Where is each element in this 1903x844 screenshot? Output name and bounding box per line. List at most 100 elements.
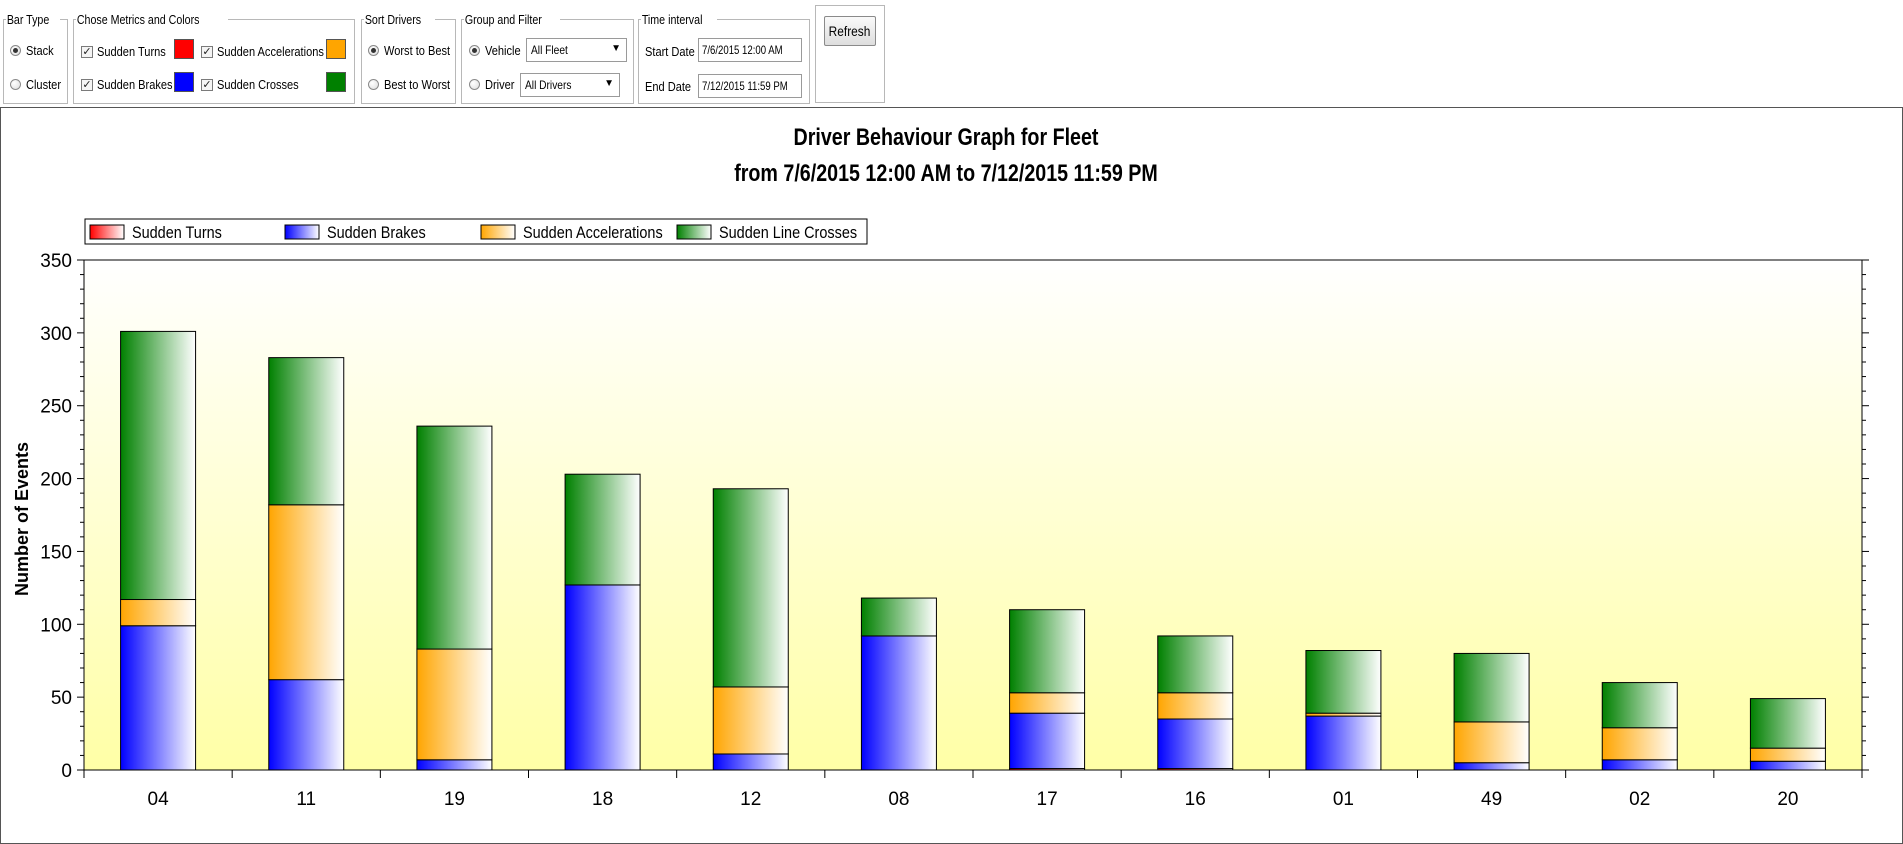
bar-segment-sudden-line-crosses-01[interactable] (1305, 650, 1382, 714)
worst-to-best-radio[interactable] (368, 45, 379, 56)
bar-segment-sudden-accelerations-04[interactable] (120, 599, 197, 627)
y-axis-label: Number of Events (12, 442, 32, 596)
group-vehicle-option[interactable]: Vehicle (469, 43, 527, 58)
bar-segment-sudden-brakes-20[interactable] (1749, 760, 1826, 771)
bar-segment-sudden-line-crosses-08[interactable] (860, 597, 937, 637)
bar-segment-sudden-line-crosses-16[interactable] (1157, 635, 1234, 694)
bar-segment-sudden-line-crosses-18[interactable] (564, 473, 641, 586)
bar-type-cluster-option[interactable]: Cluster (10, 77, 67, 92)
refresh-label: Refresh (829, 23, 871, 39)
start-date-label: Start Date (645, 44, 704, 59)
y-tick-label: 150 (40, 542, 72, 563)
chevron-down-icon: ▼ (604, 78, 614, 89)
y-tick-label: 100 (40, 615, 72, 636)
y-tick-label: 50 (51, 688, 72, 709)
legend-label-sudden-line-crosses: Sudden Line Crosses (719, 224, 857, 242)
worst-to-best-label: Worst to Best (384, 43, 451, 58)
start-date-label-text: Start Date (645, 44, 695, 59)
group-driver-option[interactable]: Driver (469, 77, 520, 92)
bar-segment-sudden-brakes-49[interactable] (1453, 762, 1530, 771)
bar-segment-sudden-line-crosses-11[interactable] (268, 357, 345, 506)
legend-swatch-sudden-turns (89, 224, 125, 240)
sudden-brakes-color-swatch[interactable] (174, 72, 194, 92)
bar-segment-sudden-line-crosses-02[interactable] (1601, 682, 1678, 729)
best-to-worst-radio[interactable] (368, 79, 379, 90)
bar-segment-sudden-accelerations-12[interactable] (712, 686, 789, 755)
time-interval-legend: Time interval (641, 12, 703, 27)
sudden-brakes-checkbox[interactable]: ✓ (81, 78, 93, 91)
driver-behaviour-chart: Driver Behaviour Graph for Fleet from 7/… (12, 123, 1869, 810)
driver-select[interactable]: All Drivers ▼ (520, 73, 620, 97)
y-tick-label: 300 (40, 324, 72, 345)
start-date-input[interactable]: 7/6/2015 12:00 AM (698, 38, 802, 62)
x-tick-label: 02 (1629, 789, 1650, 810)
vehicle-select[interactable]: All Fleet ▼ (526, 38, 627, 62)
bar-segment-sudden-line-crosses-19[interactable] (416, 425, 493, 650)
vehicle-label: Vehicle (485, 43, 521, 58)
x-tick-label: 08 (888, 789, 909, 810)
bar-segment-sudden-brakes-04[interactable] (120, 625, 197, 771)
sudden-accelerations-color-swatch[interactable] (326, 39, 346, 59)
vehicle-radio[interactable] (469, 45, 480, 56)
sudden-brakes-label: Sudden Brakes (97, 77, 173, 92)
legend-swatch-sudden-brakes (284, 224, 320, 240)
chevron-down-icon: ▼ (611, 43, 621, 54)
end-date-input[interactable]: 7/12/2015 11:59 PM (698, 74, 802, 98)
start-date-value: 7/6/2015 12:00 AM (702, 43, 783, 57)
end-date-label-text: End Date (645, 79, 692, 94)
metric-sudden-crosses[interactable]: ✓ Sudden Crosses (201, 77, 313, 92)
bar-segment-sudden-brakes-18[interactable] (564, 584, 641, 771)
metric-sudden-brakes[interactable]: ✓ Sudden Brakes (81, 77, 186, 92)
bar-segment-sudden-line-crosses-49[interactable] (1453, 652, 1530, 723)
bar-segment-sudden-brakes-16[interactable] (1157, 718, 1234, 770)
bar-segment-sudden-brakes-02[interactable] (1601, 759, 1678, 771)
end-date-label: End Date (645, 79, 699, 94)
legend-label-sudden-turns: Sudden Turns (132, 224, 222, 242)
legend-swatch-sudden-accelerations (480, 224, 516, 240)
sudden-accelerations-checkbox[interactable]: ✓ (201, 45, 213, 58)
bar-segment-sudden-accelerations-19[interactable] (416, 648, 493, 761)
bar-type-stack-option[interactable]: Stack (10, 43, 59, 58)
sort-worst-to-best-option[interactable]: Worst to Best (368, 43, 462, 58)
bar-segment-sudden-line-crosses-12[interactable] (712, 488, 789, 688)
bar-segment-sudden-accelerations-17[interactable] (1009, 692, 1086, 714)
cluster-radio[interactable] (10, 79, 21, 90)
bar-segment-sudden-brakes-17[interactable] (1009, 712, 1086, 770)
x-tick-label: 01 (1333, 789, 1354, 810)
driver-label: Driver (485, 77, 515, 92)
refresh-button[interactable]: Refresh (824, 16, 876, 46)
bar-segment-sudden-accelerations-02[interactable] (1601, 727, 1678, 761)
driver-radio[interactable] (469, 79, 480, 90)
bar-segment-sudden-accelerations-49[interactable] (1453, 721, 1530, 764)
sudden-crosses-checkbox[interactable]: ✓ (201, 78, 213, 91)
bar-segment-sudden-accelerations-11[interactable] (268, 504, 345, 681)
end-date-value: 7/12/2015 11:59 PM (702, 79, 788, 93)
cluster-label: Cluster (26, 77, 62, 92)
x-tick-label: 11 (296, 789, 316, 810)
y-tick-label: 250 (40, 397, 72, 418)
bar-segment-sudden-brakes-11[interactable] (268, 679, 345, 771)
sudden-turns-color-swatch[interactable] (174, 39, 194, 59)
control-toolbar: Bar Type Stack Cluster Chose Metrics and… (0, 0, 1903, 104)
legend-swatch-sudden-line-crosses (676, 224, 712, 240)
bar-segment-sudden-line-crosses-20[interactable] (1749, 698, 1826, 749)
bar-segment-sudden-brakes-01[interactable] (1305, 715, 1382, 771)
metric-sudden-accelerations[interactable]: ✓ Sudden Accelerations (201, 44, 343, 59)
metric-sudden-turns[interactable]: ✓ Sudden Turns (81, 44, 178, 59)
sudden-turns-checkbox[interactable]: ✓ (81, 45, 93, 58)
sort-best-to-worst-option[interactable]: Best to Worst (368, 77, 462, 92)
sudden-crosses-label: Sudden Crosses (217, 77, 299, 92)
bar-segment-sudden-accelerations-16[interactable] (1157, 692, 1234, 720)
sudden-crosses-color-swatch[interactable] (326, 72, 346, 92)
bar-segment-sudden-accelerations-20[interactable] (1749, 747, 1826, 762)
bar-segment-sudden-line-crosses-04[interactable] (120, 330, 197, 601)
bar-segment-sudden-line-crosses-17[interactable] (1009, 609, 1086, 694)
bar-segment-sudden-brakes-08[interactable] (860, 635, 937, 771)
bar-segment-sudden-brakes-19[interactable] (416, 759, 493, 771)
group-filter-group: Group and Filter (461, 12, 634, 104)
metrics-group: Chose Metrics and Colors (73, 12, 355, 104)
time-interval-group: Time interval (638, 12, 810, 104)
bar-segment-sudden-brakes-12[interactable] (712, 753, 789, 771)
stack-radio[interactable] (10, 45, 21, 56)
bar-type-legend: Bar Type (6, 12, 50, 27)
